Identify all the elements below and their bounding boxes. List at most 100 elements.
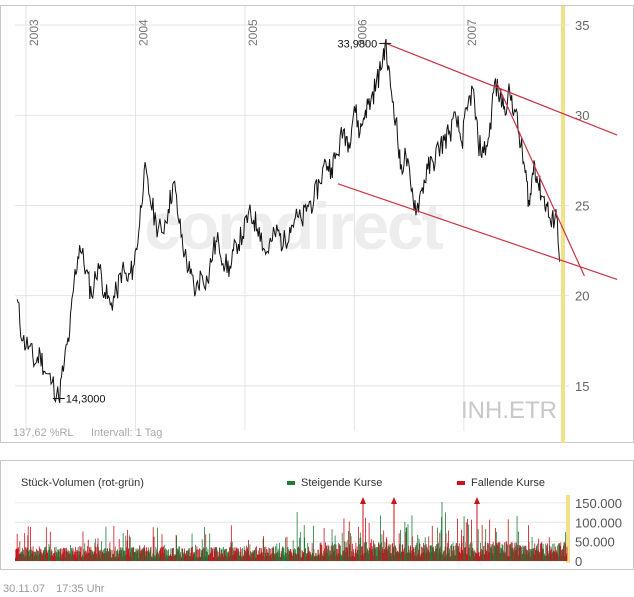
volume-bar xyxy=(211,550,213,561)
volume-bar xyxy=(553,543,555,561)
volume-bar xyxy=(78,555,79,561)
volume-bar xyxy=(164,549,166,561)
volume-bar xyxy=(258,554,260,561)
volume-bar xyxy=(101,554,103,561)
volume-bar xyxy=(101,541,102,561)
volume-bar xyxy=(461,549,463,561)
volume-bar xyxy=(181,548,183,561)
volume-bar xyxy=(251,554,253,561)
volume-bar xyxy=(387,545,389,561)
volume-bar xyxy=(47,555,49,561)
volume-bar xyxy=(363,542,365,561)
volume-bar xyxy=(224,550,226,561)
volume-bar xyxy=(343,518,345,561)
volume-bar xyxy=(531,536,533,561)
volume-bar xyxy=(320,544,321,561)
volume-bar xyxy=(207,555,209,561)
volume-bar xyxy=(215,547,217,561)
volume-bar xyxy=(496,542,498,561)
volume-bar xyxy=(39,553,41,561)
volume-bar xyxy=(128,548,129,561)
volume-bar xyxy=(521,553,523,561)
volume-bar xyxy=(312,552,313,561)
volume-bar xyxy=(159,548,161,561)
volume-bar xyxy=(55,551,56,561)
volume-bar xyxy=(555,546,556,561)
volume-bar xyxy=(37,550,39,561)
volume-bar xyxy=(176,535,177,561)
volume-bar xyxy=(517,548,518,561)
x-tick-label: 2005 xyxy=(246,19,260,46)
volume-bar xyxy=(427,548,428,561)
volume-bar xyxy=(409,553,411,561)
volume-bar xyxy=(491,549,493,561)
volume-bar xyxy=(443,550,445,561)
volume-bar xyxy=(422,548,423,561)
volume-bar xyxy=(162,546,164,561)
volume-bar xyxy=(167,556,169,561)
volume-bar xyxy=(165,548,166,561)
volume-bar xyxy=(252,551,253,561)
volume-tick-label: 0 xyxy=(575,554,582,569)
volume-bar xyxy=(74,551,75,561)
volume-bar xyxy=(154,557,156,561)
volume-bar xyxy=(86,546,88,561)
volume-bar xyxy=(17,548,19,561)
volume-bar xyxy=(273,547,275,561)
volume-bar xyxy=(415,545,417,561)
volume-bar xyxy=(23,554,25,561)
volume-bar xyxy=(151,557,153,561)
volume-bar xyxy=(324,548,325,561)
volume-bar xyxy=(279,557,281,561)
volume-bar xyxy=(317,549,319,561)
volume-bar xyxy=(504,542,506,561)
volume-bar xyxy=(385,547,386,561)
volume-bar xyxy=(44,546,46,561)
volume-bar xyxy=(259,553,261,561)
low-label: 14,3000 xyxy=(66,394,106,406)
volume-bar xyxy=(446,547,448,561)
volume-bar xyxy=(272,553,273,561)
volume-bar xyxy=(221,549,223,561)
last-date-highlight xyxy=(560,6,565,443)
volume-bar xyxy=(448,547,450,561)
volume-bar xyxy=(458,543,460,561)
volume-bar xyxy=(282,546,283,561)
volume-bar xyxy=(563,542,565,561)
volume-bar xyxy=(297,547,298,561)
volume-bar xyxy=(339,555,341,561)
volume-bar xyxy=(471,519,472,561)
volume-bar xyxy=(34,553,36,561)
volume-bar xyxy=(507,544,509,561)
volume-bar xyxy=(217,551,219,561)
volume-bar xyxy=(234,547,236,561)
volume-bar xyxy=(380,550,382,561)
volume-bar xyxy=(447,542,449,561)
volume-bar xyxy=(320,542,322,561)
volume-bar xyxy=(457,548,459,561)
volume-bar xyxy=(366,552,368,561)
volume-bar xyxy=(434,554,436,561)
volume-bar xyxy=(380,515,381,561)
volume-bar xyxy=(381,547,383,561)
volume-bar xyxy=(271,553,272,561)
volume-bar xyxy=(271,547,273,561)
volume-bar xyxy=(133,547,135,561)
volume-bar xyxy=(360,555,362,561)
volume-bar xyxy=(490,547,491,561)
volume-bar xyxy=(60,548,62,561)
volume-bar xyxy=(450,545,452,561)
volume-bar xyxy=(389,544,391,561)
volume-bar xyxy=(465,522,467,561)
volume-bar xyxy=(152,527,154,561)
volume-bar xyxy=(214,549,216,561)
volume-bar xyxy=(189,556,191,561)
volume-bar xyxy=(535,550,536,561)
volume-bar xyxy=(228,552,230,561)
volume-bar xyxy=(81,557,83,561)
volume-bar xyxy=(162,547,163,561)
volume-bar xyxy=(344,547,346,561)
volume-bar xyxy=(349,544,351,561)
volume-bar xyxy=(97,538,99,561)
volume-bar xyxy=(156,553,158,561)
